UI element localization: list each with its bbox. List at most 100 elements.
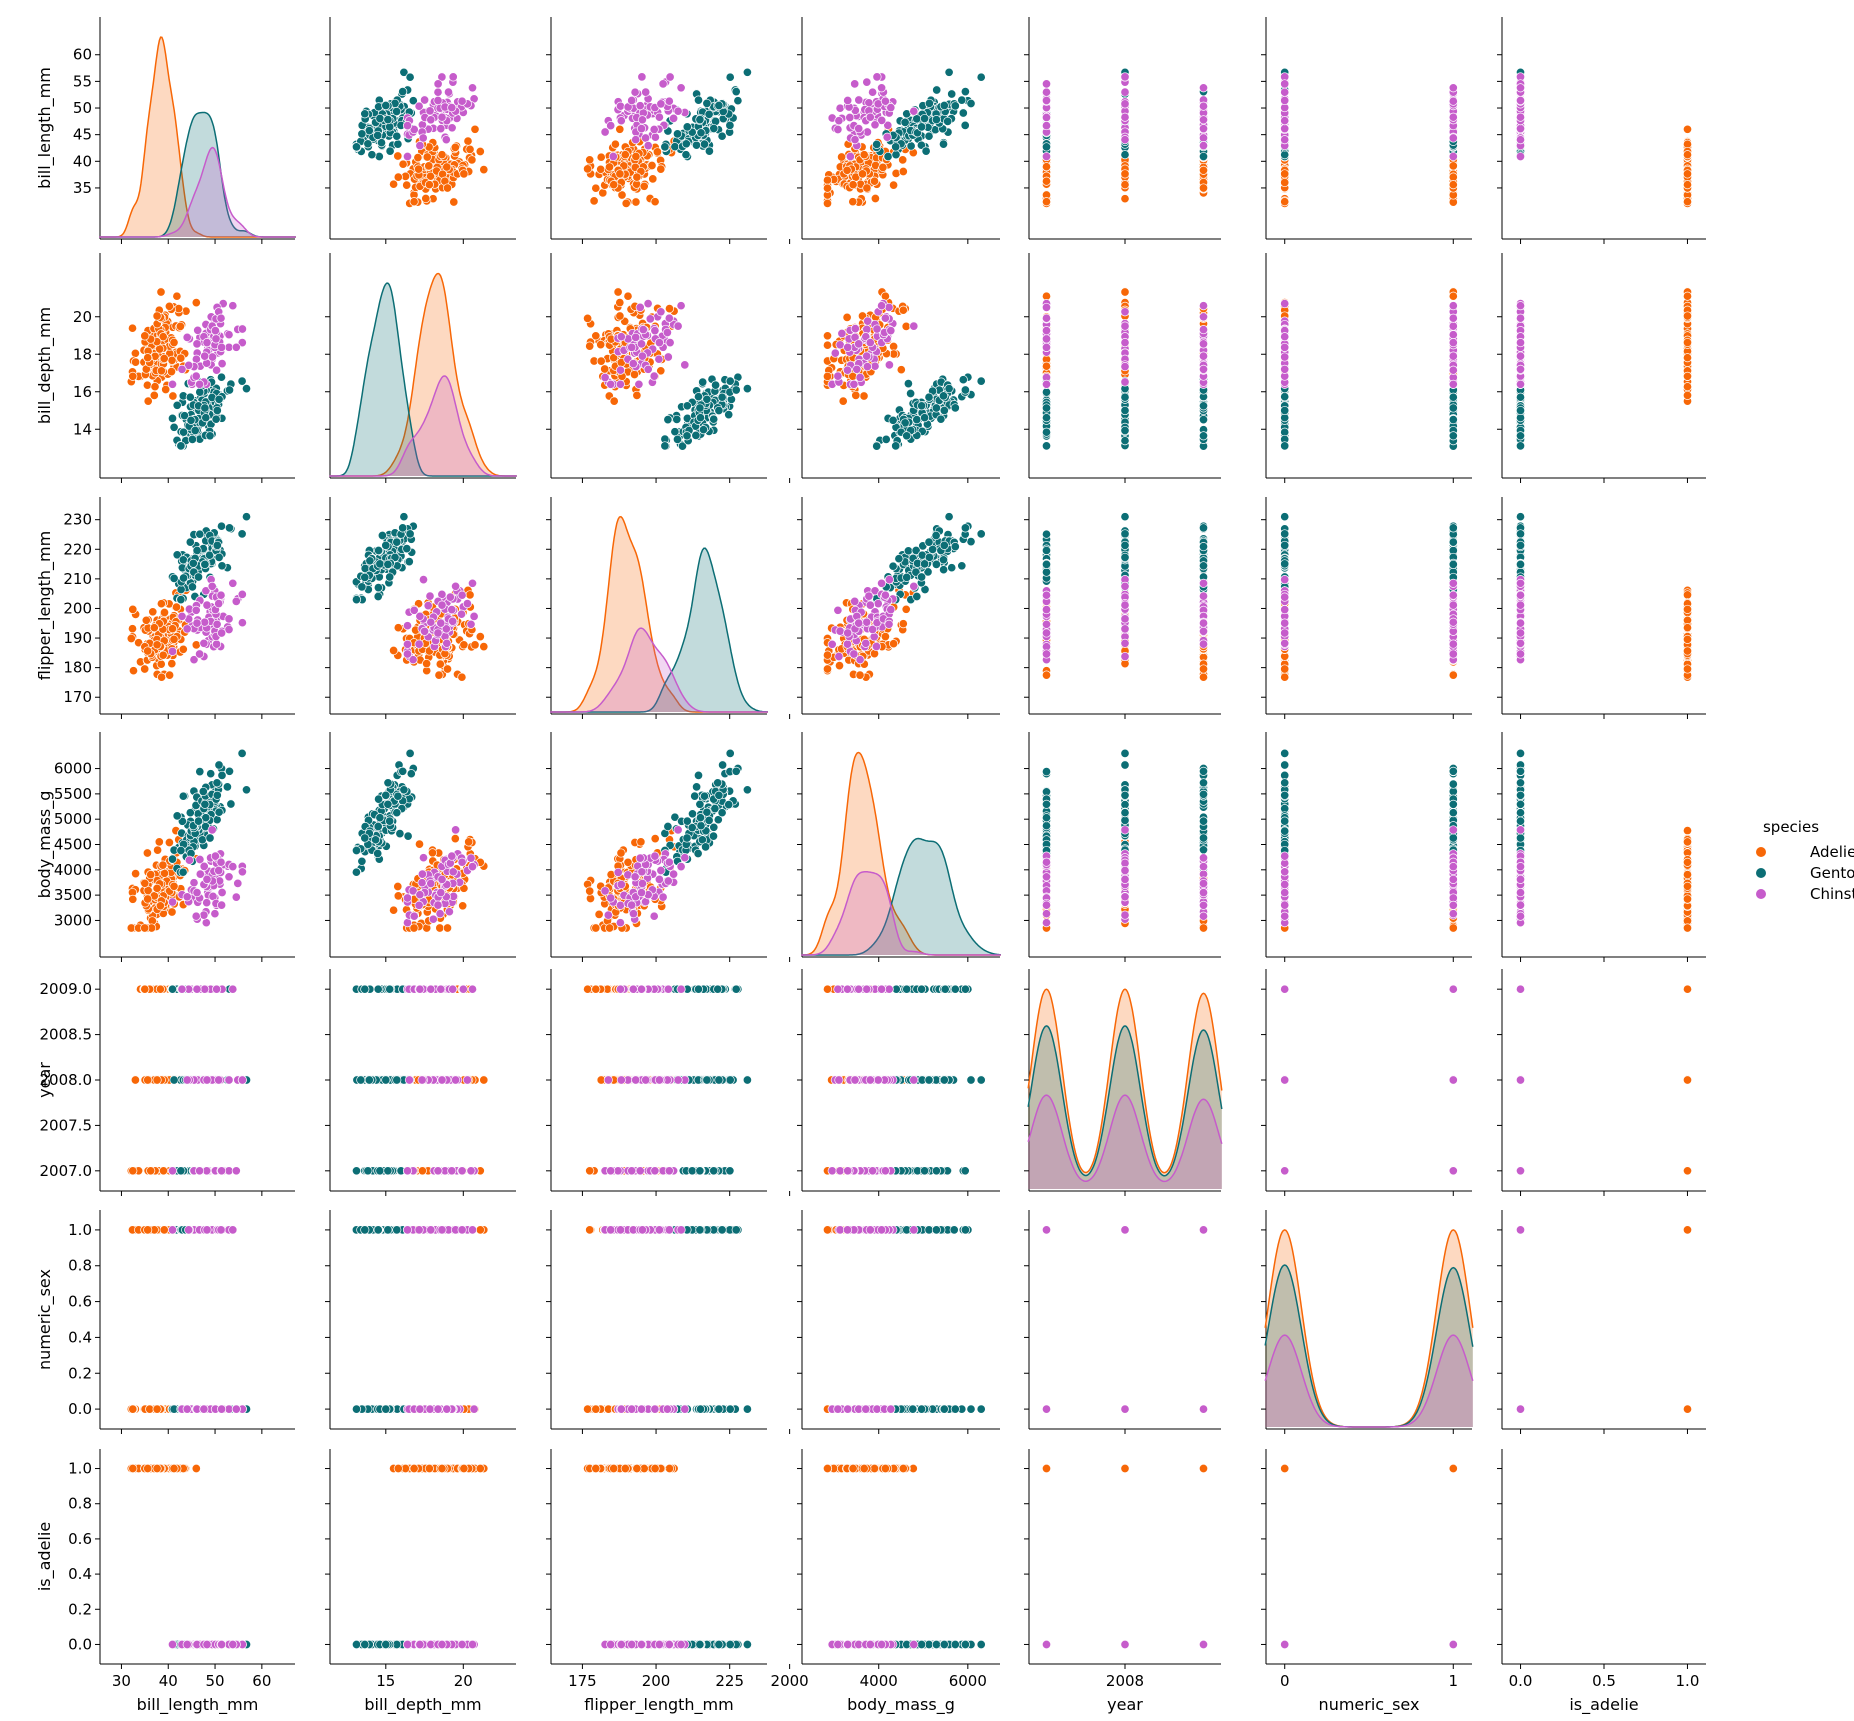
point-adelie [1448, 161, 1458, 171]
point-adelie [889, 180, 899, 190]
point-chinstrap [448, 72, 458, 82]
point-gentoo [374, 151, 384, 162]
point-adelie [609, 180, 619, 190]
point-adelie [596, 356, 606, 366]
point-adelie [822, 340, 833, 350]
point-gentoo [1448, 415, 1458, 425]
point-chinstrap [1120, 362, 1130, 372]
panel-bill-length-mm-vs-body-mass-g [789, 17, 1000, 244]
point-chinstrap [207, 352, 218, 362]
point-gentoo [731, 87, 741, 97]
point-chinstrap [231, 596, 241, 606]
point-gentoo [699, 139, 710, 149]
point-adelie [157, 672, 167, 682]
point-adelie [176, 353, 186, 363]
point-gentoo [872, 441, 882, 451]
point-chinstrap [843, 342, 853, 352]
point-chinstrap [835, 340, 845, 350]
point-chinstrap [182, 332, 192, 342]
point-adelie [834, 661, 845, 671]
point-chinstrap [462, 599, 472, 609]
point-gentoo [224, 523, 235, 533]
point-adelie [457, 672, 467, 682]
point-chinstrap [1448, 133, 1458, 143]
point-chinstrap [415, 611, 425, 621]
point-gentoo [976, 376, 986, 386]
point-gentoo [670, 142, 680, 152]
point-adelie [862, 183, 872, 193]
point-chinstrap [1448, 96, 1458, 106]
point-chinstrap [467, 83, 478, 93]
point-chinstrap [1120, 307, 1130, 317]
point-chinstrap [1198, 141, 1209, 151]
panel-flipper-length-mm-vs-flipper-length-mm [546, 497, 768, 719]
point-chinstrap [1280, 342, 1290, 352]
point-adelie [128, 666, 139, 676]
point-chinstrap [1120, 87, 1130, 97]
point-chinstrap [1515, 364, 1526, 374]
point-chinstrap [615, 379, 625, 389]
panel-flipper-length-mm-vs-body-mass-g [789, 497, 1000, 719]
point-gentoo [398, 87, 408, 97]
point-gentoo [939, 405, 949, 416]
point-chinstrap [177, 364, 187, 374]
point-gentoo [917, 401, 927, 411]
point-chinstrap [600, 372, 610, 383]
point-chinstrap [1448, 321, 1458, 331]
point-chinstrap [616, 116, 626, 126]
point-adelie [437, 150, 447, 160]
point-gentoo [1198, 151, 1209, 162]
point-gentoo [1515, 441, 1526, 451]
point-gentoo [932, 85, 942, 95]
point-chinstrap [1280, 95, 1290, 106]
point-adelie [422, 659, 432, 669]
point-chinstrap [1041, 313, 1052, 323]
point-adelie [610, 139, 620, 149]
point-chinstrap [862, 362, 872, 372]
point-chinstrap [1041, 379, 1052, 389]
point-chinstrap [202, 338, 212, 348]
point-adelie [838, 396, 848, 406]
point-adelie [191, 298, 201, 308]
point-gentoo [682, 401, 692, 411]
y-axis-title-bill-depth-mm: bill_depth_mm [35, 307, 55, 424]
point-chinstrap [909, 106, 919, 116]
point-adelie [632, 172, 642, 182]
point-chinstrap [1041, 121, 1052, 131]
point-gentoo [711, 380, 721, 390]
point-adelie [131, 357, 141, 367]
point-chinstrap [664, 96, 674, 106]
point-adelie [1120, 180, 1130, 190]
point-chinstrap [1198, 133, 1209, 143]
point-chinstrap [673, 321, 683, 331]
point-adelie [848, 197, 858, 207]
point-gentoo [891, 142, 901, 152]
point-chinstrap [1198, 301, 1209, 311]
point-chinstrap [635, 302, 645, 312]
point-adelie [393, 151, 403, 161]
point-gentoo [1041, 427, 1052, 437]
point-chinstrap [680, 360, 690, 370]
point-chinstrap [1041, 79, 1052, 89]
point-chinstrap [1198, 115, 1209, 125]
point-chinstrap [224, 330, 234, 340]
panel-bill-length-mm-vs-year [1024, 17, 1221, 244]
point-gentoo [695, 403, 705, 413]
point-gentoo [357, 582, 367, 592]
point-chinstrap [631, 332, 641, 342]
point-gentoo [881, 434, 891, 444]
y-tick-label: 45 [73, 126, 92, 144]
point-chinstrap [469, 611, 479, 621]
point-chinstrap [637, 351, 647, 361]
point-chinstrap [663, 352, 673, 362]
point-chinstrap [441, 135, 451, 145]
point-gentoo [931, 115, 941, 125]
point-gentoo [383, 559, 393, 569]
point-gentoo [944, 384, 954, 394]
point-chinstrap [1515, 379, 1526, 389]
point-chinstrap [849, 379, 859, 389]
point-adelie [596, 164, 606, 174]
point-adelie [896, 365, 906, 375]
point-gentoo [377, 530, 387, 541]
point-adelie [398, 159, 408, 169]
